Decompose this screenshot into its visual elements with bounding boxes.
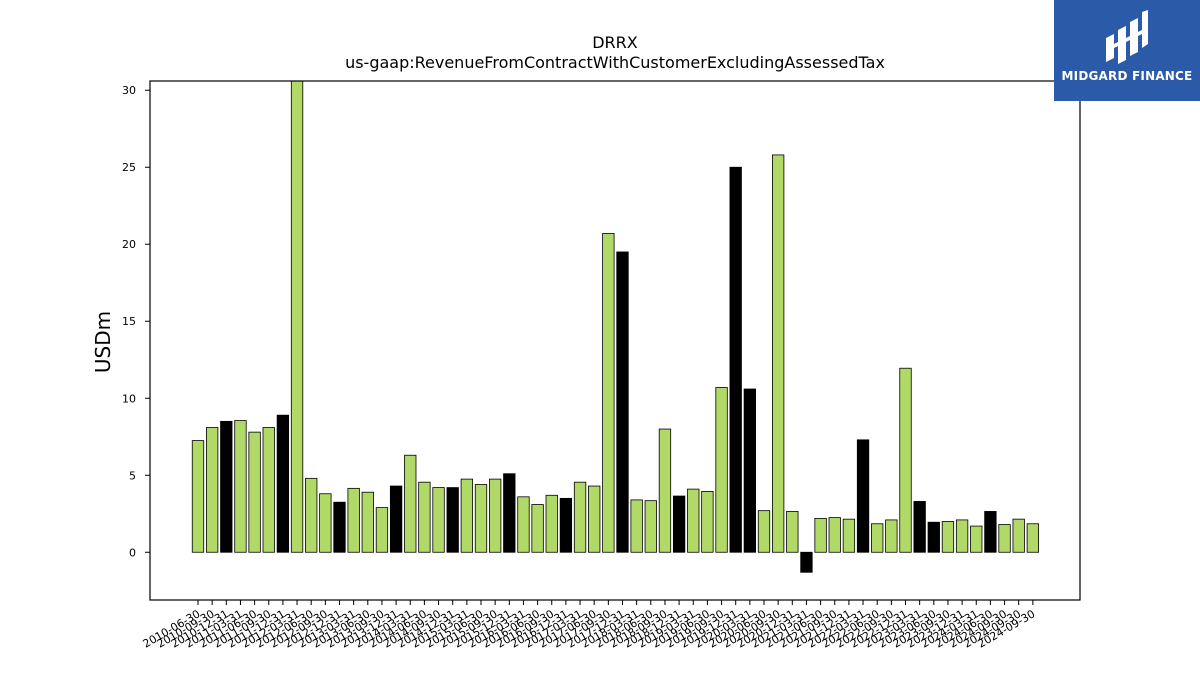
y-tick-label-20: 20 bbox=[122, 238, 136, 251]
bar-16 bbox=[418, 481, 431, 553]
bar-44 bbox=[814, 517, 827, 553]
bar-29 bbox=[602, 233, 615, 553]
y-tick-label-30: 30 bbox=[122, 84, 136, 97]
bar-13 bbox=[375, 507, 389, 553]
bar-58 bbox=[1012, 518, 1025, 553]
bar-19 bbox=[460, 478, 474, 553]
bar-34 bbox=[672, 495, 686, 553]
bar-0 bbox=[191, 440, 205, 553]
bar-7 bbox=[290, 80, 304, 553]
bar-40 bbox=[757, 510, 771, 553]
chart-title: DRRX bbox=[592, 33, 638, 52]
bar-17 bbox=[432, 487, 445, 553]
bar-59 bbox=[1026, 523, 1039, 553]
bar-3 bbox=[234, 420, 247, 553]
y-axis-label: USDm bbox=[91, 311, 115, 373]
bar-55 bbox=[970, 525, 983, 553]
bar-49 bbox=[885, 519, 898, 553]
bar-52 bbox=[927, 521, 940, 553]
bar-24 bbox=[531, 504, 544, 553]
bar-54 bbox=[955, 519, 969, 553]
bar-36 bbox=[701, 491, 714, 553]
bar-18 bbox=[446, 487, 459, 553]
bar-23 bbox=[517, 496, 530, 553]
y-tick-label-25: 25 bbox=[122, 161, 136, 174]
bar-11 bbox=[347, 487, 360, 553]
bar-9 bbox=[319, 493, 332, 553]
bar-46 bbox=[842, 518, 856, 553]
y-axis-ticks: 0 5 10 15 20 25 30 bbox=[122, 84, 150, 559]
bar-56 bbox=[984, 511, 997, 553]
bar-14 bbox=[389, 485, 403, 553]
y-tick-label-5: 5 bbox=[129, 469, 136, 482]
bar-10 bbox=[333, 501, 346, 553]
bar-57 bbox=[998, 524, 1011, 553]
bar-33 bbox=[658, 428, 672, 553]
bar-39 bbox=[743, 388, 756, 553]
bar-45 bbox=[828, 517, 841, 553]
bar-26 bbox=[559, 497, 573, 553]
brand-logo: MIDGARD FINANCE bbox=[1054, 0, 1200, 101]
y-tick-label-10: 10 bbox=[122, 392, 136, 405]
bar-1 bbox=[205, 427, 219, 553]
bar-4 bbox=[248, 431, 261, 553]
bar-2 bbox=[220, 420, 233, 553]
bar-21 bbox=[488, 478, 502, 553]
bar-25 bbox=[545, 494, 558, 553]
x-axis-ticks: 2010-06-302010-09-302010-12-312011-03-31… bbox=[141, 600, 1037, 651]
bar-8 bbox=[305, 477, 318, 553]
bar-35 bbox=[687, 488, 700, 553]
bar-12 bbox=[361, 491, 374, 553]
bar-51 bbox=[913, 501, 926, 553]
bar-5 bbox=[262, 427, 275, 553]
bar-20 bbox=[474, 484, 488, 553]
plot-frame bbox=[149, 80, 1081, 601]
bar-6 bbox=[276, 414, 290, 553]
bar-37 bbox=[715, 387, 728, 553]
bar-15 bbox=[404, 454, 417, 553]
bar-48 bbox=[871, 523, 884, 553]
bar-31 bbox=[630, 499, 643, 553]
bar-32 bbox=[644, 500, 657, 553]
bar-43 bbox=[800, 551, 813, 573]
bar-27 bbox=[573, 481, 587, 553]
y-tick-label-0: 0 bbox=[129, 546, 136, 559]
bar-38 bbox=[729, 166, 742, 553]
logo-text: MIDGARD FINANCE bbox=[1061, 69, 1193, 83]
chart-subtitle: us-gaap:RevenueFromContractWithCustomerE… bbox=[345, 53, 885, 72]
bar-30 bbox=[616, 251, 629, 553]
bar-42 bbox=[786, 511, 799, 553]
bars-group bbox=[191, 80, 1039, 573]
y-tick-label-15: 15 bbox=[122, 315, 136, 328]
bar-41 bbox=[772, 154, 785, 553]
logo-mark-icon bbox=[1106, 10, 1148, 64]
bar-50 bbox=[899, 367, 912, 553]
bar-47 bbox=[856, 439, 870, 553]
bar-53 bbox=[941, 521, 955, 553]
bar-28 bbox=[588, 485, 601, 553]
bar-22 bbox=[503, 473, 516, 553]
